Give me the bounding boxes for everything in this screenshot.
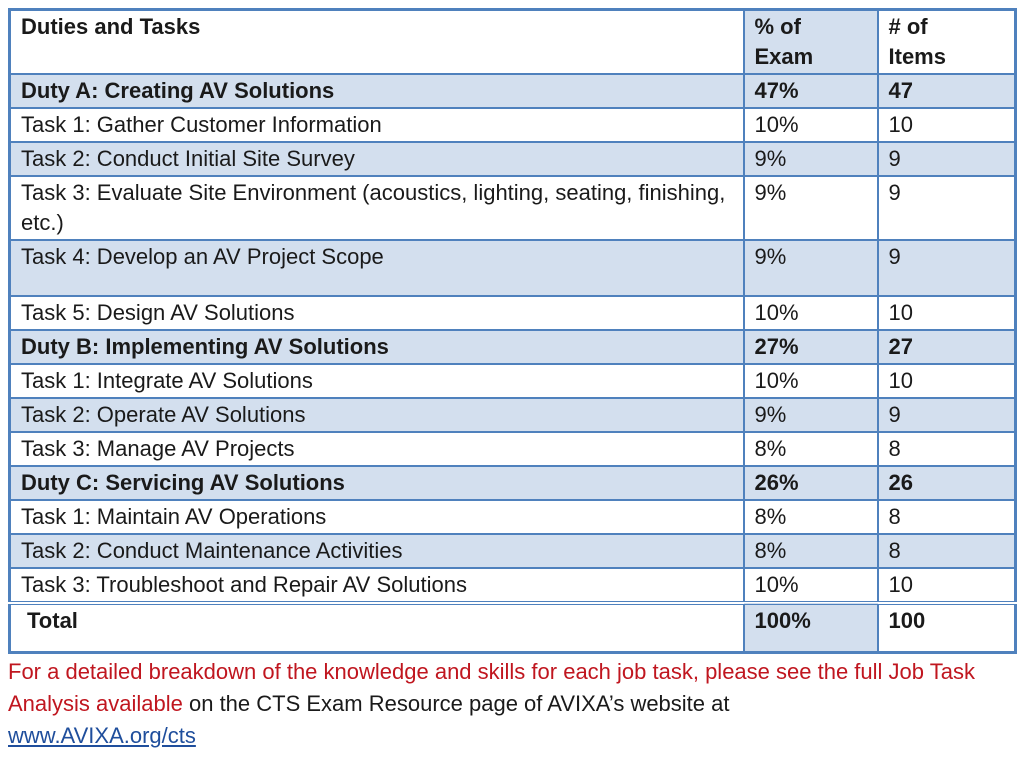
task-row: Task 3: Evaluate Site Environment (acous… [8, 175, 1017, 241]
task-cell: Task 5: Design AV Solutions [8, 295, 745, 331]
task-cell: Task 2: Operate AV Solutions [8, 397, 745, 433]
task-cell: Duty C: Servicing AV Solutions [8, 465, 745, 501]
task-row: Task 2: Operate AV Solutions 9% 9 [8, 397, 1017, 433]
total-percent-cell: 100% [742, 601, 879, 654]
duty-row: Duty B: Implementing AV Solutions 27% 27 [8, 329, 1017, 365]
header-duties-and-tasks: Duties and Tasks [8, 8, 745, 75]
task-row: Task 1: Integrate AV Solutions 10% 10 [8, 363, 1017, 399]
percent-cell: 10% [742, 567, 879, 604]
total-items-cell: 100 [876, 601, 1017, 654]
task-cell: Duty A: Creating AV Solutions [8, 73, 745, 109]
percent-cell: 10% [742, 107, 879, 143]
items-cell: 9 [876, 397, 1017, 433]
task-row: Task 1: Maintain AV Operations 8% 8 [8, 499, 1017, 535]
items-cell: 47 [876, 73, 1017, 109]
total-row: Total 100% 100 [8, 601, 1017, 654]
percent-cell: 10% [742, 363, 879, 399]
header-percent-of-exam: % of Exam [742, 8, 879, 75]
header-percent-line1: % of [754, 14, 801, 39]
avixa-cts-link[interactable]: www.AVIXA.org/cts [8, 723, 196, 748]
task-cell: Task 2: Conduct Initial Site Survey [8, 141, 745, 177]
duty-row: Duty C: Servicing AV Solutions 26% 26 [8, 465, 1017, 501]
percent-cell: 9% [742, 141, 879, 177]
percent-cell: 27% [742, 329, 879, 365]
header-items-line1: # of [888, 14, 928, 39]
task-cell: Task 1: Gather Customer Information [8, 107, 745, 143]
percent-cell: 8% [742, 431, 879, 467]
total-label-cell: Total [8, 601, 745, 654]
task-cell: Task 3: Troubleshoot and Repair AV Solut… [8, 567, 745, 604]
task-cell: Task 3: Evaluate Site Environment (acous… [8, 175, 745, 241]
percent-cell: 8% [742, 499, 879, 535]
table-body: Duties and Tasks % of Exam # of Items Duty… [8, 8, 1017, 654]
task-cell: Task 2: Conduct Maintenance Activities [8, 533, 745, 569]
percent-cell: 8% [742, 533, 879, 569]
task-row: Task 3: Manage AV Projects 8% 8 [8, 431, 1017, 467]
percent-cell: 10% [742, 295, 879, 331]
percent-cell: 47% [742, 73, 879, 109]
items-cell: 26 [876, 465, 1017, 501]
footnote-black-text: on the CTS Exam Resource page of AVIXA’s… [182, 691, 730, 716]
task-cell: Duty B: Implementing AV Solutions [8, 329, 745, 365]
items-cell: 10 [876, 107, 1017, 143]
table-header-row: Duties and Tasks % of Exam # of Items [8, 8, 1017, 75]
task-cell: Task 3: Manage AV Projects [8, 431, 745, 467]
percent-cell: 9% [742, 397, 879, 433]
task-row: Task 5: Design AV Solutions 10% 10 [8, 295, 1017, 331]
items-cell: 10 [876, 567, 1017, 604]
duty-row: Duty A: Creating AV Solutions 47% 47 [8, 73, 1017, 109]
header-number-of-items: # of Items [876, 8, 1017, 75]
items-cell: 9 [876, 175, 1017, 241]
items-cell: 10 [876, 363, 1017, 399]
items-cell: 27 [876, 329, 1017, 365]
items-cell: 8 [876, 499, 1017, 535]
percent-cell: 26% [742, 465, 879, 501]
items-cell: 9 [876, 141, 1017, 177]
header-percent-line2: Exam [754, 44, 814, 69]
document-page: Duties and Tasks % of Exam # of Items Duty… [8, 8, 1017, 752]
items-cell: 9 [876, 239, 1017, 297]
task-cell: Task 1: Maintain AV Operations [8, 499, 745, 535]
exam-breakdown-table: Duties and Tasks % of Exam # of Items Duty… [8, 8, 1017, 654]
task-row: Task 1: Gather Customer Information 10% 10 [8, 107, 1017, 143]
header-items-line2: Items [888, 44, 946, 69]
task-cell: Task 1: Integrate AV Solutions [8, 363, 745, 399]
task-row: Task 2: Conduct Initial Site Survey 9% 9 [8, 141, 1017, 177]
task-cell: Task 4: Develop an AV Project Scope [8, 239, 745, 297]
percent-cell: 9% [742, 239, 879, 297]
header-duties-label: Duties and Tasks [21, 14, 201, 39]
items-cell: 10 [876, 295, 1017, 331]
footnote-red-text: For a detailed breakdown of the knowledg… [8, 659, 975, 716]
task-row: Task 2: Conduct Maintenance Activities 8%… [8, 533, 1017, 569]
items-cell: 8 [876, 533, 1017, 569]
task-row: Task 3: Troubleshoot and Repair AV Solut… [8, 567, 1017, 604]
footnote: For a detailed breakdown of the knowledg… [8, 656, 1014, 752]
percent-cell: 9% [742, 175, 879, 241]
items-cell: 8 [876, 431, 1017, 467]
task-row: Task 4: Develop an AV Project Scope 9% 9 [8, 239, 1017, 297]
